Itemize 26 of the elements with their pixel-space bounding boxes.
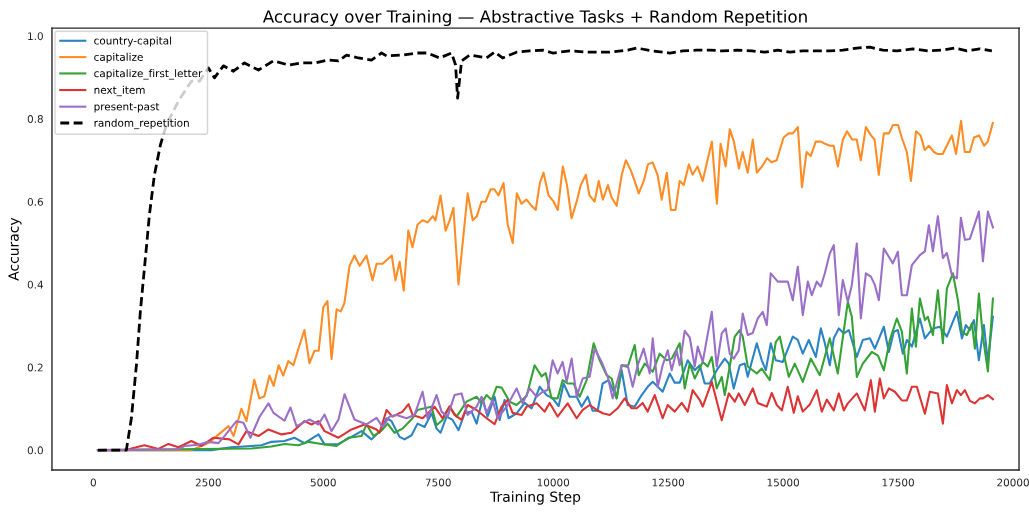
x-tick-label: 17500 [882,478,914,487]
x-tick-label: 20000 [997,478,1029,487]
x-tick-label: 7500 [425,478,451,487]
y-tick-label: 1.0 [28,32,43,41]
y-tick-label: 0.6 [27,197,43,206]
chart-title: Accuracy over Training — Abstractive Tasks + Random Repetition [262,9,807,27]
legend-label: random_repetition [94,118,189,130]
legend-label: next_item [94,85,145,97]
y-tick-label: 0.8 [27,115,43,123]
legend-label: capitalize [94,52,143,63]
x-tick-label: 5000 [310,478,336,487]
line-series [96,45,994,452]
y-axis-title: Accuracy [8,217,22,281]
x-tick-label: 2500 [195,478,221,487]
legend-label: capitalize_first_letter [94,69,203,80]
x-tick-label: 15000 [767,478,799,487]
x-tick-label: 12500 [652,478,685,487]
x-axis-title: Training Step [490,491,581,505]
y-tick-label: 0.4 [27,280,44,289]
x-tick-label: 10000 [537,478,570,487]
legend-label: present-past [94,103,160,113]
y-tick-label: 0.0 [27,446,43,455]
legend-label: country-capital [94,36,172,47]
line-series [96,210,994,452]
x-tick-label: 0 [90,478,96,487]
y-tick-label: 0.2 [27,363,43,372]
